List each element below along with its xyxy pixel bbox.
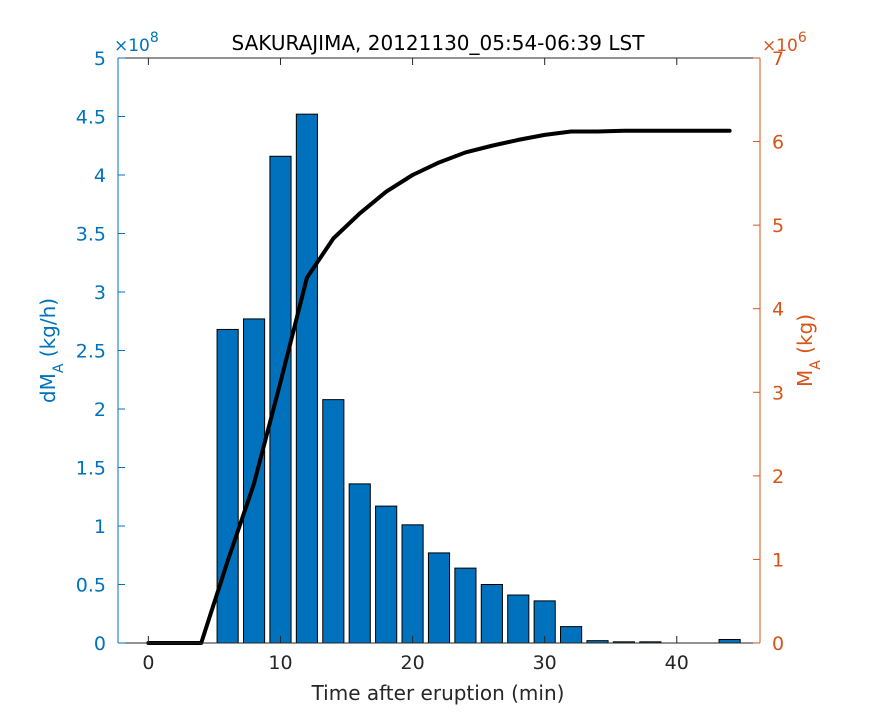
y-left-multiplier: ×108 [114, 30, 159, 56]
chart-title: SAKURAJIMA, 20121130_05:54-06:39 LST [232, 31, 646, 55]
y-left-tick-label: 3.5 [76, 224, 106, 246]
y-right-tick-label: 5 [772, 215, 784, 237]
x-tick-label: 40 [665, 652, 689, 674]
bar [348, 483, 371, 644]
axes: 0 10 20 30 40 0 0.5 1 1.5 2 2.5 3 3.5 4 4.5 5 0 1 2 3 4 5 6 7 [76, 48, 784, 674]
x-axis-label: Time after eruption (min) [311, 681, 565, 705]
y-right-tick-label: 7 [772, 48, 784, 70]
line-series [146, 128, 732, 645]
x-tick-label: 20 [400, 652, 424, 674]
x-tick-label: 0 [142, 652, 154, 674]
x-tick-label: 30 [533, 652, 557, 674]
bar [560, 626, 583, 644]
y-left-tick-label: 1.5 [76, 458, 106, 480]
bar [269, 155, 292, 644]
bar [718, 638, 741, 644]
y-left-tick-label: 3 [94, 282, 106, 304]
y-left-tick-label: 0 [94, 633, 106, 655]
y-left-tick-label: 2.5 [76, 341, 106, 363]
bar [216, 328, 239, 644]
bar [295, 113, 318, 644]
bar [507, 594, 530, 644]
y-right-multiplier: ×106 [762, 30, 807, 56]
bar [480, 584, 503, 644]
line-series-path [146, 128, 732, 645]
bar [322, 399, 345, 644]
y-right-tick-label: 4 [772, 299, 784, 321]
y-left-tick-label: 2 [94, 399, 106, 421]
bar [375, 505, 398, 644]
y-left-tick-label: 4.5 [76, 107, 106, 129]
y-left-tick-label: 1 [94, 516, 106, 538]
y-left-tick-label: 5 [94, 48, 106, 70]
y-right-axis-label: MA (kg) [793, 314, 824, 387]
y-right-tick-label: 2 [772, 466, 784, 488]
x-tick-label: 10 [268, 652, 292, 674]
y-left-tick-label: 0.5 [76, 575, 106, 597]
y-right-tick-label: 6 [772, 132, 784, 154]
y-right-tick-label: 3 [772, 382, 784, 404]
y-left-axis-label: dMA (kg/h) [36, 298, 67, 403]
y-right-tick-label: 1 [772, 549, 784, 571]
y-left-tick-label: 4 [94, 165, 106, 187]
bar-series [216, 113, 741, 644]
bar [401, 524, 424, 644]
bar [454, 567, 477, 644]
y-right-tick-label: 0 [772, 633, 784, 655]
bar [427, 552, 451, 644]
labels: SAKURAJIMA, 20121130_05:54-06:39 LST Tim… [36, 30, 824, 705]
